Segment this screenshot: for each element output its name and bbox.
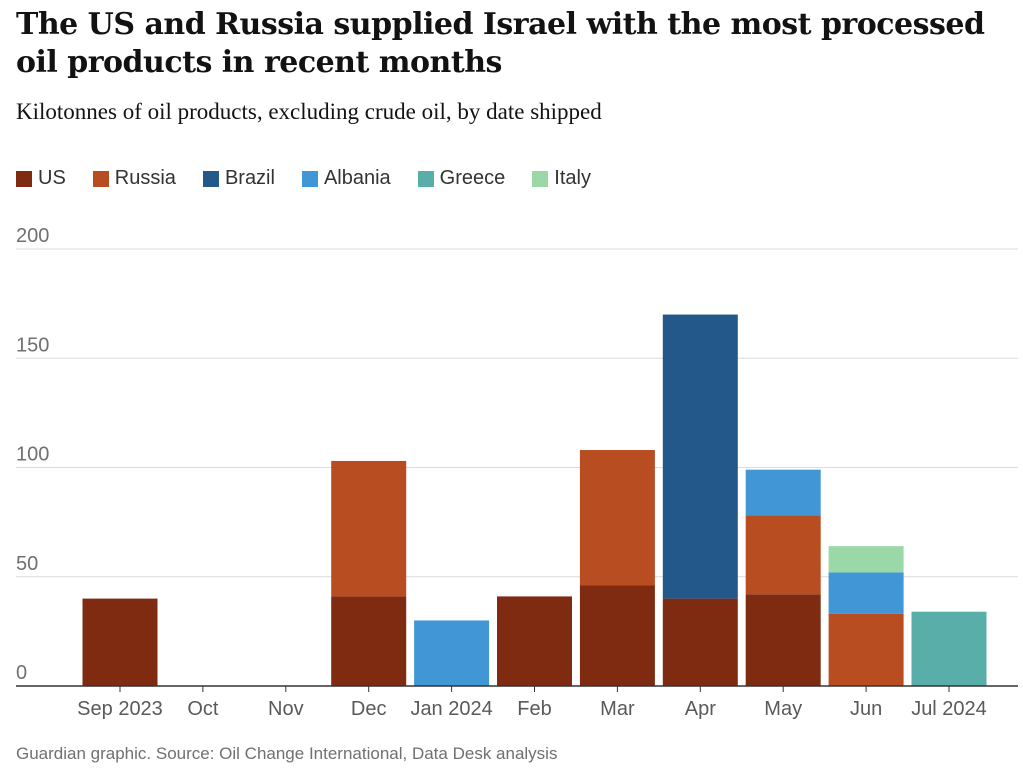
legend-label: Brazil	[224, 167, 275, 189]
legend-item-italy: Italy	[532, 167, 591, 190]
legend-item-albania: Albania	[301, 167, 391, 190]
x-tick-label: Apr	[685, 698, 716, 720]
x-tick-label: May	[764, 698, 802, 720]
legend-swatch	[16, 170, 32, 187]
y-tick-label: 150	[16, 334, 49, 356]
legend-swatch	[92, 170, 109, 187]
bar-greece-jul-2024	[911, 611, 987, 686]
x-tick-label: Oct	[187, 698, 219, 720]
legend-item-us: US	[16, 167, 66, 190]
legend-label: Albania	[323, 167, 391, 189]
bar-us-mar	[579, 585, 655, 686]
bar-russia-jun	[828, 613, 904, 686]
source-note: Guardian graphic. Source: Oil Change Int…	[16, 744, 558, 763]
legend-item-brazil: Brazil	[202, 167, 275, 190]
bar-us-may	[745, 594, 821, 686]
x-tick-label: Sep 2023	[77, 698, 163, 720]
bar-us-dec	[331, 596, 407, 686]
bar-albania-jun	[828, 572, 904, 614]
legend-swatch	[532, 170, 549, 187]
x-tick-label: Jan 2024	[410, 698, 492, 720]
chart-title: The US and Russia supplied Israel with t…	[16, 7, 985, 80]
legend-item-russia: Russia	[92, 167, 176, 190]
x-tick-label: Mar	[600, 698, 635, 720]
legend-label: Russia	[114, 167, 176, 189]
legend-swatch	[417, 170, 434, 187]
legend-item-greece: Greece	[417, 167, 506, 190]
y-tick-label: 200	[16, 225, 49, 247]
bar-italy-jun	[828, 546, 904, 573]
x-tick-label: Feb	[517, 698, 551, 720]
legend-label: Italy	[554, 167, 591, 189]
bar-russia-mar	[579, 450, 655, 586]
x-tick-label: Nov	[268, 698, 304, 720]
y-tick-label: 100	[16, 444, 49, 466]
stacked-bar-chart: 0 50 100 150 200 Sep 2023 Oct Nov Dec Jan 2024 Feb…	[16, 225, 1018, 720]
y-tick-label: 50	[16, 553, 38, 575]
x-tick-label: Jun	[850, 698, 882, 720]
x-tick-label: Dec	[351, 698, 387, 720]
legend-swatch	[301, 170, 318, 187]
bar-us-apr	[662, 598, 738, 686]
bar-us-sep-2023	[82, 598, 158, 686]
legend-label: US	[38, 167, 66, 189]
bar-russia-may	[745, 515, 821, 595]
bar-russia-dec	[331, 460, 407, 597]
legend-swatch	[202, 170, 219, 187]
legend-label: Greece	[439, 167, 506, 189]
y-tick-label: 0	[16, 662, 27, 684]
chart-subtitle: Kilotonnes of oil products, excluding cr…	[16, 99, 602, 124]
bar-albania-may	[745, 469, 821, 516]
chart-legend: US Russia Brazil Albania Greece Italy	[16, 167, 618, 190]
bar-brazil-apr	[662, 314, 738, 599]
bar-albania-jan-2024	[414, 620, 490, 686]
x-tick-label: Jul 2024	[911, 698, 987, 720]
bar-us-feb	[497, 596, 572, 686]
